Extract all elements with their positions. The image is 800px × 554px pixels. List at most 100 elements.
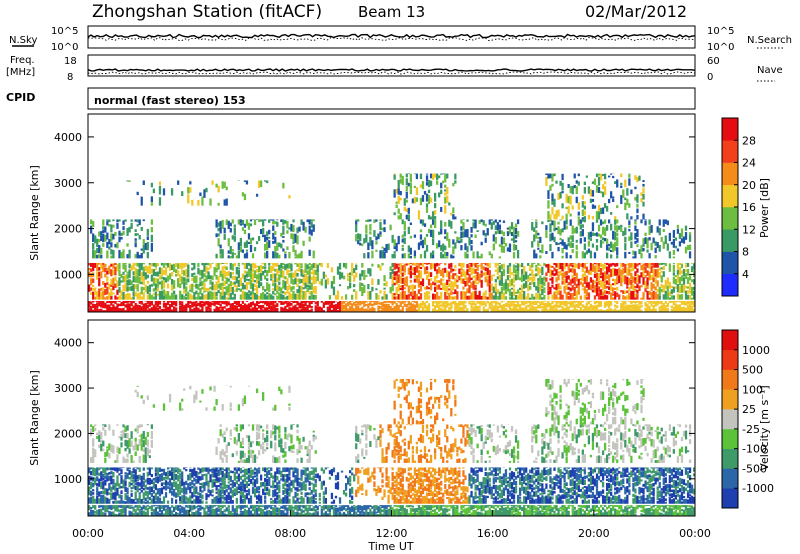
power-cell: [160, 262, 164, 266]
velocity-cell: [197, 467, 200, 470]
power-cell: [219, 306, 222, 309]
power-cell: [349, 306, 352, 312]
power-cell: [106, 232, 109, 240]
power-cell: [223, 306, 226, 309]
power-cell: [142, 244, 145, 254]
power-cell: [272, 251, 275, 259]
velocity-cell: [231, 512, 234, 516]
velocity-cell: [136, 391, 139, 398]
velocity-cell: [302, 481, 305, 491]
power-cell: [650, 308, 653, 312]
power-cell: [181, 303, 184, 312]
velocity-cell: [454, 467, 457, 475]
power-cell: [541, 266, 544, 276]
velocity-cell: [427, 406, 431, 415]
power-cell: [114, 301, 117, 304]
power-cell: [322, 302, 325, 308]
power-cell: [334, 304, 338, 312]
power-cell: [179, 263, 182, 269]
power-cell: [405, 185, 408, 192]
velocity-cell: [462, 494, 465, 499]
power-cell: [162, 301, 166, 303]
power-cell: [264, 289, 267, 292]
power-cell: [223, 270, 226, 279]
velocity-cell: [379, 467, 382, 473]
power-cell: [508, 288, 512, 296]
velocity-cell: [324, 487, 327, 495]
velocity-cell: [458, 479, 461, 488]
velocity-cell: [409, 467, 412, 471]
velocity-cell: [172, 506, 176, 513]
power-cell: [375, 219, 378, 222]
power-cell: [255, 285, 259, 295]
velocity-cell: [438, 513, 441, 516]
velocity-cell: [344, 505, 348, 507]
velocity-cell: [195, 486, 198, 494]
power-cell: [668, 281, 671, 289]
power-cell: [662, 265, 665, 271]
velocity-cell: [446, 505, 449, 508]
power-cell: [253, 288, 257, 291]
power-cell: [259, 273, 263, 281]
velocity-cell: [229, 470, 232, 474]
power-cell: [423, 223, 427, 227]
velocity-cell: [122, 514, 125, 516]
velocity-cell: [448, 496, 451, 504]
velocity-cell: [381, 505, 384, 509]
velocity-cell: [257, 450, 261, 456]
power-cell: [140, 301, 143, 305]
velocity-cell: [409, 402, 412, 409]
power-cell: [395, 242, 398, 252]
velocity-cell: [146, 477, 149, 485]
power-cell: [484, 302, 487, 307]
power-cell: [672, 286, 676, 293]
power-cell: [535, 253, 538, 259]
velocity-cell: [270, 507, 273, 510]
power-cell: [409, 182, 412, 190]
power-cell: [672, 262, 676, 264]
power-cell: [601, 241, 605, 244]
power-cell: [227, 238, 230, 247]
velocity-cell: [452, 427, 455, 432]
power-cell: [177, 270, 180, 277]
power-cell: [367, 303, 370, 309]
power-cell: [367, 252, 370, 259]
power-cell: [181, 191, 184, 197]
velocity-cell: [484, 441, 487, 444]
velocity-cell: [470, 505, 473, 511]
velocity-cell: [367, 424, 370, 430]
velocity-cell: [262, 481, 265, 487]
velocity-cell: [233, 508, 236, 516]
velocity-cell: [197, 492, 200, 496]
velocity-cell: [144, 447, 147, 455]
power-cell: [500, 277, 504, 287]
velocity-cell: [106, 488, 109, 496]
power-cell: [658, 286, 661, 296]
velocity-cell: [108, 482, 111, 491]
velocity-cell: [433, 499, 437, 504]
velocity-cell: [421, 435, 425, 444]
power-cell: [529, 282, 532, 286]
velocity-cell: [191, 511, 194, 516]
velocity-cell: [185, 501, 188, 504]
power-cell: [268, 266, 271, 273]
power-cell: [680, 263, 684, 269]
power-cell: [94, 262, 97, 268]
power-cell: [110, 224, 113, 233]
power-cell: [88, 267, 91, 271]
power-cell: [197, 302, 200, 306]
power-cell: [678, 304, 682, 312]
velocity-cell: [179, 473, 182, 480]
power-cell: [134, 243, 137, 248]
power-cell: [353, 301, 356, 306]
power-cell: [571, 267, 574, 274]
power-cell: [508, 243, 512, 253]
power-cell: [199, 277, 202, 282]
freq-tick-bottom: 8: [67, 72, 73, 83]
power-cell: [229, 262, 232, 270]
velocity-cell: [417, 505, 421, 511]
power-cell: [237, 264, 240, 267]
power-cell: [266, 282, 269, 291]
power-cell: [318, 281, 321, 285]
power-cell: [581, 282, 584, 288]
